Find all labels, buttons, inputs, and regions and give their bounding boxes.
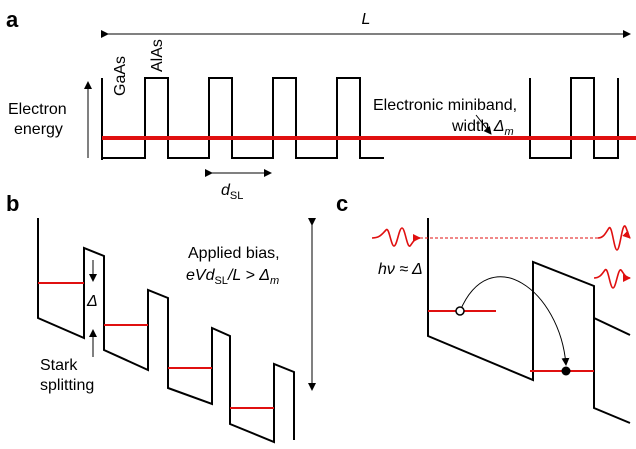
- superlattice-potential-left: [101, 77, 384, 160]
- superlattice-potential-right: [529, 77, 619, 159]
- tilted-superlattice-potential-zoomed: [427, 218, 631, 424]
- tilted-superlattice-potential: [37, 218, 295, 444]
- miniband-label-line2: width Δm: [451, 118, 514, 138]
- panel-a-letter: a: [6, 7, 19, 32]
- length-label: L: [362, 11, 371, 28]
- axis-label-line2: energy: [14, 121, 63, 138]
- incident-photon-wave: [371, 227, 421, 247]
- transmitted-photon-wave: [597, 225, 631, 251]
- hole-state: [455, 306, 465, 316]
- panel-c-letter: c: [336, 191, 348, 216]
- panel-b: b Δ Stark splitting Applied bias, eVdSL/…: [6, 191, 316, 444]
- panel-b-letter: b: [6, 191, 19, 216]
- miniband-pointer-arrow: [475, 114, 492, 135]
- electron-state: [561, 366, 571, 376]
- stark-label-line1: Stark: [40, 357, 78, 374]
- splitting-symbol: Δ: [86, 293, 98, 310]
- axis-label-line1: Electron: [8, 101, 67, 118]
- photon-energy-label: hν ≈ Δ: [378, 261, 423, 278]
- period-label: dSL: [221, 182, 243, 202]
- panel-c: c hν ≈ Δ: [336, 191, 631, 424]
- tilted-superlattice-tail: [593, 317, 631, 336]
- layer-label-gaas: GaAs: [112, 56, 129, 96]
- bias-label-line1: Applied bias,: [188, 245, 280, 262]
- bias-label-line2: eVdSL/L > Δm: [186, 267, 279, 287]
- panel-a: a L Electron energy GaAs AlAs Electronic…: [6, 7, 636, 202]
- transition-arrow: [459, 276, 570, 366]
- layer-label-alas: AlAs: [149, 39, 166, 72]
- stark-label-line2: splitting: [40, 377, 94, 394]
- miniband-label-line1: Electronic miniband,: [373, 97, 517, 114]
- emitted-photon-wave: [593, 268, 631, 289]
